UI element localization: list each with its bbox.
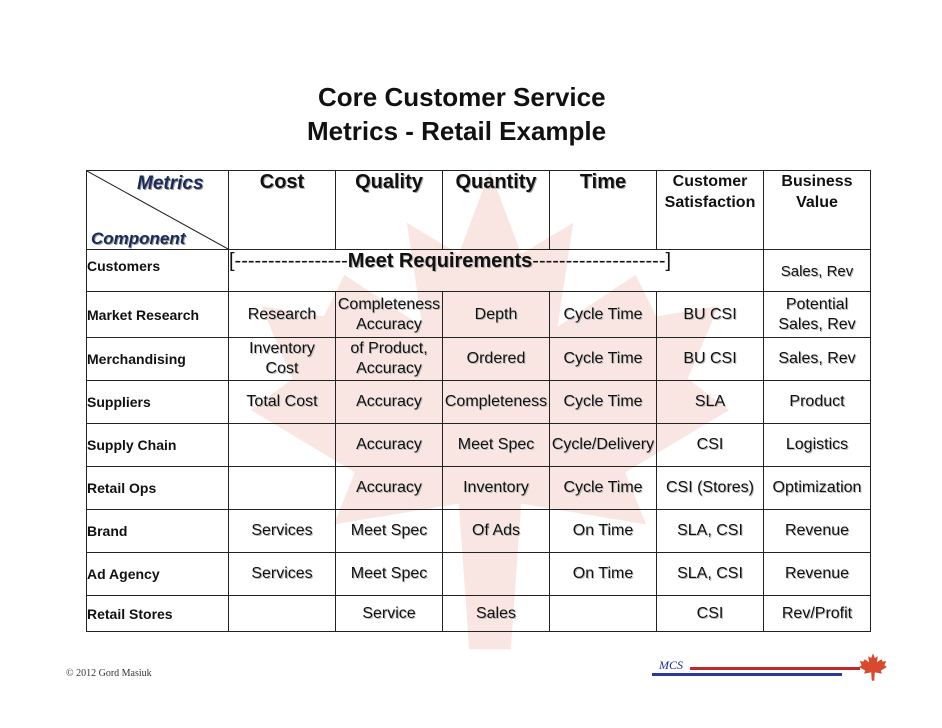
row-label: Customers	[86, 249, 229, 292]
cell-quantity: Completeness	[442, 380, 550, 424]
maple-leaf-icon	[859, 653, 887, 681]
cell-value: Potential Sales, Rev	[763, 291, 871, 338]
table-row: Market Research Research Completeness Accu…	[86, 291, 871, 338]
cell-value: Rev/Profit	[763, 595, 871, 632]
header-quality: Quality	[335, 170, 443, 250]
row-label: Retail Ops	[86, 466, 229, 510]
cell-cost: Services	[228, 509, 336, 553]
cell-quantity: Meet Spec	[442, 423, 550, 467]
cell-quality: Accuracy	[335, 466, 443, 510]
row-label: Market Research	[86, 291, 229, 338]
cell-quantity: Depth	[442, 291, 550, 338]
cell-quality: Accuracy	[335, 423, 443, 467]
cell-quantity: Of Ads	[442, 509, 550, 553]
row-label: Ad Agency	[86, 552, 229, 596]
cell-csat: CSI	[656, 423, 764, 467]
span-left: [-----------------	[229, 250, 348, 272]
cell-csat: SLA	[656, 380, 764, 424]
cell-time: On Time	[549, 509, 657, 553]
cell-quality: Completeness Accuracy	[335, 291, 443, 338]
cell-time: Cycle Time	[549, 337, 657, 381]
row-label: Supply Chain	[86, 423, 229, 467]
header-customer-satisfaction: Customer Satisfaction	[656, 170, 764, 250]
cell-cost	[228, 423, 336, 467]
header-business-value: Business Value	[763, 170, 871, 250]
cell-value: Optimization	[763, 466, 871, 510]
cell-value: Revenue	[763, 509, 871, 553]
meet-requirements-span: [-----------------Meet Requirements-----…	[228, 249, 764, 292]
header-time: Time	[549, 170, 657, 250]
cell-quantity: Ordered	[442, 337, 550, 381]
table-row: Retail Stores Service Sales CSI Rev/Profit	[86, 595, 871, 632]
header-quantity: Quantity	[442, 170, 550, 250]
cell-quantity: Sales	[442, 595, 550, 632]
cell-value: Sales, Rev	[763, 337, 871, 381]
header-customer-satisfaction-text: Customer Satisfaction	[664, 173, 756, 211]
cell-csat: SLA, CSI	[656, 552, 764, 596]
cell-cost: Inventory Cost	[228, 337, 336, 381]
cell-quality: Meet Spec	[335, 509, 443, 553]
header-row: Metrics Component Cost Quality Quantity …	[86, 170, 871, 250]
business-value-cell: Sales, Rev	[763, 249, 871, 292]
title-line-1: Core Customer Service	[318, 82, 606, 112]
cell-csat: BU CSI	[656, 291, 764, 338]
component-label: Component	[91, 229, 186, 248]
cell-cost: Research	[228, 291, 336, 338]
row-label: Merchandising	[86, 337, 229, 381]
diagonal-divider	[87, 171, 228, 249]
row-label: Suppliers	[86, 380, 229, 424]
cell-csat: BU CSI	[656, 337, 764, 381]
header-business-value-text: Business Value	[781, 173, 853, 211]
cell-cost	[228, 595, 336, 632]
row-label: Retail Stores	[86, 595, 229, 632]
cell-csat: CSI (Stores)	[656, 466, 764, 510]
cell-quality: Service	[335, 595, 443, 632]
cell-time: Cycle/Delivery	[549, 423, 657, 467]
cell-value: Revenue	[763, 552, 871, 596]
mcs-logo-text: MCS	[659, 658, 683, 672]
corner-cell: Metrics Component	[86, 170, 229, 250]
cell-quality: Meet Spec	[335, 552, 443, 596]
cell-value: Logistics	[763, 423, 871, 467]
table-row-customers: Customers [-----------------Meet Require…	[86, 249, 871, 292]
cell-value: Product	[763, 380, 871, 424]
cell-csat: SLA, CSI	[656, 509, 764, 553]
cell-time	[549, 595, 657, 632]
table-row: Retail Ops Accuracy Inventory Cycle Time CSI…	[86, 466, 871, 510]
metrics-label: Metrics	[137, 173, 204, 194]
logo-blue-line	[652, 673, 842, 676]
table-body: Market Research Research Completeness Accu…	[86, 291, 871, 632]
table-row: Merchandising Inventory Cost of Product, A…	[86, 337, 871, 381]
cell-time: Cycle Time	[549, 380, 657, 424]
copyright-text: © 2012 Gord Masiuk	[66, 668, 152, 679]
header-cost: Cost	[228, 170, 336, 250]
span-right: --------------------]	[532, 250, 672, 272]
cell-time: On Time	[549, 552, 657, 596]
cell-quality: Accuracy	[335, 380, 443, 424]
cell-quantity: Inventory	[442, 466, 550, 510]
cell-cost	[228, 466, 336, 510]
cell-cost: Total Cost	[228, 380, 336, 424]
cell-time: Cycle Time	[549, 291, 657, 338]
table-row: Supply Chain Accuracy Meet Spec Cycle/Deliv…	[86, 423, 871, 467]
cell-csat: CSI	[656, 595, 764, 632]
span-bold: Meet Requirements	[347, 250, 533, 272]
table-row: Suppliers Total Cost Accuracy Completeness C…	[86, 380, 871, 424]
table-row: Ad Agency Services Meet Spec On Time SLA, CS…	[86, 552, 871, 596]
cell-time: Cycle Time	[549, 466, 657, 510]
metrics-table: Metrics Component Cost Quality Quantity …	[86, 170, 871, 632]
table-row: Brand Services Meet Spec Of Ads On Time SLA, …	[86, 509, 871, 553]
cell-quality: of Product, Accuracy	[335, 337, 443, 381]
cell-quantity	[442, 552, 550, 596]
cell-cost: Services	[228, 552, 336, 596]
row-label: Brand	[86, 509, 229, 553]
logo-red-line	[690, 667, 860, 670]
title-line-2: Metrics - Retail Example	[307, 116, 607, 146]
